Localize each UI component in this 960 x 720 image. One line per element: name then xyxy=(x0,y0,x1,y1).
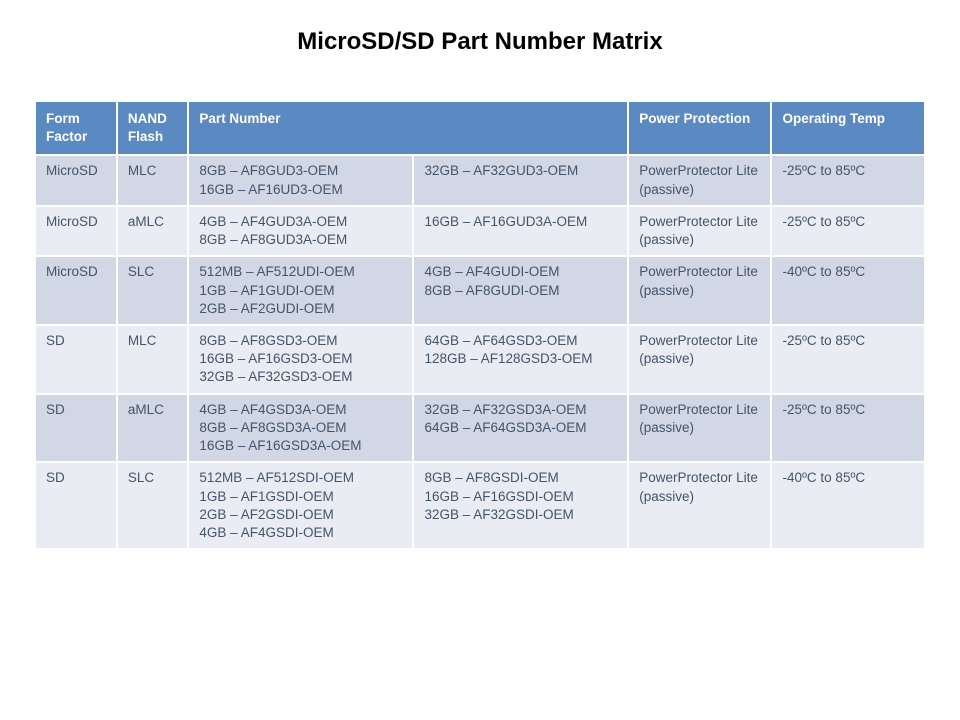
col-operating-temp: Operating Temp xyxy=(771,101,925,155)
cell-nand: MLC xyxy=(117,325,189,394)
table-row: MicroSD aMLC 4GB – AF4GUD3A-OEM8GB – AF8… xyxy=(35,206,925,256)
table-row: SD MLC 8GB – AF8GSD3-OEM16GB – AF16GSD3-… xyxy=(35,325,925,394)
cell-form: MicroSD xyxy=(35,256,117,325)
cell-pn2: 8GB – AF8GSDI-OEM16GB – AF16GSDI-OEM32GB… xyxy=(413,462,628,549)
cell-pn1: 4GB – AF4GSD3A-OEM8GB – AF8GSD3A-OEM16GB… xyxy=(188,394,413,463)
cell-nand: SLC xyxy=(117,462,189,549)
cell-temp: -25ºC to 85ºC xyxy=(771,206,925,256)
cell-temp: -40ºC to 85ºC xyxy=(771,256,925,325)
table-row: MicroSD MLC 8GB – AF8GUD3-OEM16GB – AF16… xyxy=(35,155,925,205)
cell-pn2: 64GB – AF64GSD3-OEM128GB – AF128GSD3-OEM xyxy=(413,325,628,394)
table-row: SD SLC 512MB – AF512SDI-OEM1GB – AF1GSDI… xyxy=(35,462,925,549)
cell-pn1: 512MB – AF512UDI-OEM1GB – AF1GUDI-OEM2GB… xyxy=(188,256,413,325)
cell-temp: -25ºC to 85ºC xyxy=(771,394,925,463)
cell-nand: MLC xyxy=(117,155,189,205)
cell-power: PowerProtector Lite (passive) xyxy=(628,325,771,394)
col-power-protection: Power Protection xyxy=(628,101,771,155)
table-row: SD aMLC 4GB – AF4GSD3A-OEM8GB – AF8GSD3A… xyxy=(35,394,925,463)
cell-pn2: 16GB – AF16GUD3A-OEM xyxy=(413,206,628,256)
cell-pn1: 512MB – AF512SDI-OEM1GB – AF1GSDI-OEM2GB… xyxy=(188,462,413,549)
cell-form: SD xyxy=(35,462,117,549)
cell-temp: -40ºC to 85ºC xyxy=(771,462,925,549)
page-title: MicroSD/SD Part Number Matrix xyxy=(34,28,926,56)
cell-form: MicroSD xyxy=(35,155,117,205)
cell-pn1: 8GB – AF8GUD3-OEM16GB – AF16UD3-OEM xyxy=(188,155,413,205)
col-part-number: Part Number xyxy=(188,101,628,155)
cell-pn1: 4GB – AF4GUD3A-OEM8GB – AF8GUD3A-OEM xyxy=(188,206,413,256)
col-nand-flash: NAND Flash xyxy=(117,101,189,155)
page: MicroSD/SD Part Number Matrix Form Facto… xyxy=(0,0,960,720)
table-header-row: Form Factor NAND Flash Part Number Power… xyxy=(35,101,925,155)
cell-power: PowerProtector Lite (passive) xyxy=(628,462,771,549)
cell-form: MicroSD xyxy=(35,206,117,256)
cell-nand: aMLC xyxy=(117,206,189,256)
cell-form: SD xyxy=(35,325,117,394)
cell-temp: -25ºC to 85ºC xyxy=(771,325,925,394)
cell-nand: aMLC xyxy=(117,394,189,463)
cell-power: PowerProtector Lite (passive) xyxy=(628,256,771,325)
cell-pn2: 32GB – AF32GUD3-OEM xyxy=(413,155,628,205)
cell-pn2: 4GB – AF4GUDI-OEM8GB – AF8GUDI-OEM xyxy=(413,256,628,325)
cell-power: PowerProtector Lite (passive) xyxy=(628,155,771,205)
part-number-table: Form Factor NAND Flash Part Number Power… xyxy=(34,100,926,550)
cell-pn2: 32GB – AF32GSD3A-OEM64GB – AF64GSD3A-OEM xyxy=(413,394,628,463)
col-form-factor: Form Factor xyxy=(35,101,117,155)
cell-power: PowerProtector Lite (passive) xyxy=(628,394,771,463)
cell-pn1: 8GB – AF8GSD3-OEM16GB – AF16GSD3-OEM32GB… xyxy=(188,325,413,394)
table-row: MicroSD SLC 512MB – AF512UDI-OEM1GB – AF… xyxy=(35,256,925,325)
cell-form: SD xyxy=(35,394,117,463)
cell-temp: -25ºC to 85ºC xyxy=(771,155,925,205)
cell-power: PowerProtector Lite (passive) xyxy=(628,206,771,256)
cell-nand: SLC xyxy=(117,256,189,325)
